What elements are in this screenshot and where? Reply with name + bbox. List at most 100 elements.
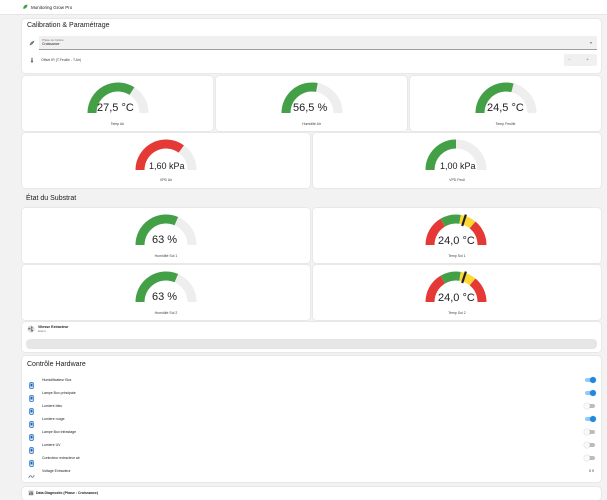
toggle-knob xyxy=(584,429,590,435)
gauge-arc xyxy=(475,82,537,114)
hum-air-gauge xyxy=(281,81,343,115)
temp-leaf-value: 24,5 °C xyxy=(487,102,524,114)
hardware-toggle[interactable] xyxy=(584,455,595,461)
hardware-item-label: Lampe Box infrastage xyxy=(42,430,77,434)
vpd-air-value: 1,60 kPa xyxy=(149,161,185,171)
chevron-down-icon xyxy=(589,42,593,44)
phase-select[interactable]: Phase de Culture Croissance xyxy=(39,36,597,50)
temp-soil2-label: Temp Sol 2 xyxy=(448,311,466,315)
gauge-arc xyxy=(425,139,487,171)
voltage-icon xyxy=(28,467,35,479)
fan-icon xyxy=(27,325,35,333)
gauge-segment xyxy=(469,278,487,303)
temp-leaf-label: Temp Feuille xyxy=(495,122,516,126)
temp-air-gauge xyxy=(87,81,149,115)
substrate-title: État du Substrat xyxy=(26,195,77,202)
hum-soil2-gauge xyxy=(135,270,197,304)
hardware-toggle[interactable] xyxy=(584,429,595,435)
calibration-card: Calibration & Paramétrage Phase de Cultu… xyxy=(22,19,601,73)
hardware-title: Contrôle Hardware xyxy=(27,361,86,368)
vpd-leaf-card: 1,00 kPa VPD Feuil xyxy=(313,133,601,188)
hardware-toggle[interactable] xyxy=(585,416,596,422)
toggle-knob xyxy=(584,403,590,409)
gauge-arc xyxy=(135,271,197,303)
toggle-knob xyxy=(584,442,590,448)
diagnostic-card[interactable]: Data Diagnostic (Phase : Croissance) xyxy=(22,487,601,500)
hum-soil2-card: 63 % Humidité Sol 2 xyxy=(22,265,310,320)
hum-soil1-label: Humidité Sol 1 xyxy=(154,254,178,258)
gauge-arc xyxy=(135,214,197,246)
extractor-title: Vitesse Extracteur xyxy=(38,325,69,329)
hardware-card: Contrôle Hardware xyxy=(22,356,601,482)
hardware-item-label: Lumiere bleu xyxy=(42,404,63,408)
app-bar: Monitoring Grow Pro xyxy=(0,0,607,15)
temp-soil1-label: Temp Sol 1 xyxy=(448,254,466,258)
hum-soil1-card: 63 % Humidité Sol 1 xyxy=(22,208,310,263)
hardware-item-label: Lumiere rouge xyxy=(42,417,65,421)
hardware-toggle[interactable] xyxy=(584,403,595,409)
phase-select-value: Croissance xyxy=(42,42,60,46)
offset-label: Offset IR (T.Feuille - T.Air) xyxy=(41,58,82,62)
voltage-label: Voltage Extracteur xyxy=(42,469,71,473)
gauge-fill xyxy=(135,271,179,303)
gauge-needle xyxy=(461,271,467,284)
offset-stepper[interactable]: − + xyxy=(564,54,597,66)
leaf-icon xyxy=(29,40,35,46)
gauge-arc xyxy=(425,214,487,246)
vpd-leaf-label: VPD Feuil xyxy=(449,178,465,182)
extractor-speed-slider[interactable] xyxy=(26,339,597,349)
vpd-air-gauge xyxy=(135,138,197,172)
gauge-fill xyxy=(281,82,318,114)
toggle-knob xyxy=(590,416,596,422)
gauge-arc xyxy=(135,139,197,171)
gauge-fill xyxy=(135,214,179,246)
gauge-arc xyxy=(281,82,343,114)
extractor-status: Eteint xyxy=(38,329,46,333)
toggle-knob xyxy=(584,455,590,461)
vpd-leaf-gauge xyxy=(425,138,487,172)
temp-soil2-value: 24,0 °C xyxy=(438,292,475,304)
hardware-toggle[interactable] xyxy=(585,377,596,383)
gauge-needle xyxy=(461,214,467,227)
light-icon xyxy=(28,415,35,428)
gauge-segment xyxy=(425,218,446,246)
hardware-item-label: Lumiere UV xyxy=(42,443,61,447)
hardware-item-label: Humidificateur Box xyxy=(42,378,72,382)
gauge-fill xyxy=(135,139,184,171)
gauge-segment xyxy=(469,221,487,246)
vpd-air-card: 1,60 kPa VPD Air xyxy=(22,133,310,188)
lamp-icon xyxy=(28,428,35,441)
gauge-fill xyxy=(87,82,135,114)
hardware-toggle[interactable] xyxy=(584,442,595,448)
gauge-segment xyxy=(459,271,476,286)
toggle-knob xyxy=(590,390,596,396)
uv-light-icon xyxy=(28,441,35,454)
hardware-item-label: Lampe Box principale xyxy=(42,391,76,395)
temp-soil1-card: 24,0 °C Temp Sol 1 xyxy=(313,208,601,263)
temp-air-label: Temp Air xyxy=(110,122,125,126)
gauge-segment xyxy=(440,214,461,227)
thermometer-icon xyxy=(30,57,34,63)
temp-soil2-card: 24,0 °C Temp Sol 2 xyxy=(313,265,601,320)
hardware-item-label: Controleur extracteur air xyxy=(42,456,80,460)
hum-soil2-value: 63 % xyxy=(152,291,178,303)
hum-soil1-gauge xyxy=(135,213,197,247)
decrement-button[interactable]: − xyxy=(568,57,571,63)
gauge-arc xyxy=(425,271,487,303)
hum-air-label: Humidité Air xyxy=(302,122,321,126)
gauge-segment xyxy=(440,271,461,284)
hum-soil2-label: Humidité Sol 2 xyxy=(154,311,178,315)
hum-air-card: 56,5 % Humidité Air xyxy=(216,76,407,131)
temp-soil2-gauge xyxy=(425,270,487,304)
hum-soil1-value: 63 % xyxy=(152,234,178,246)
gauge-fill xyxy=(475,82,514,114)
hum-air-value: 56,5 % xyxy=(293,102,328,114)
light-icon xyxy=(28,402,35,415)
temp-soil1-value: 24,0 °C xyxy=(438,235,475,247)
lamp-icon xyxy=(28,389,35,402)
hardware-toggle[interactable] xyxy=(585,390,596,396)
increment-button[interactable]: + xyxy=(586,57,589,63)
temp-air-value: 27,5 °C xyxy=(97,102,134,114)
temp-leaf-gauge xyxy=(475,81,537,115)
gauge-fill xyxy=(425,139,457,171)
